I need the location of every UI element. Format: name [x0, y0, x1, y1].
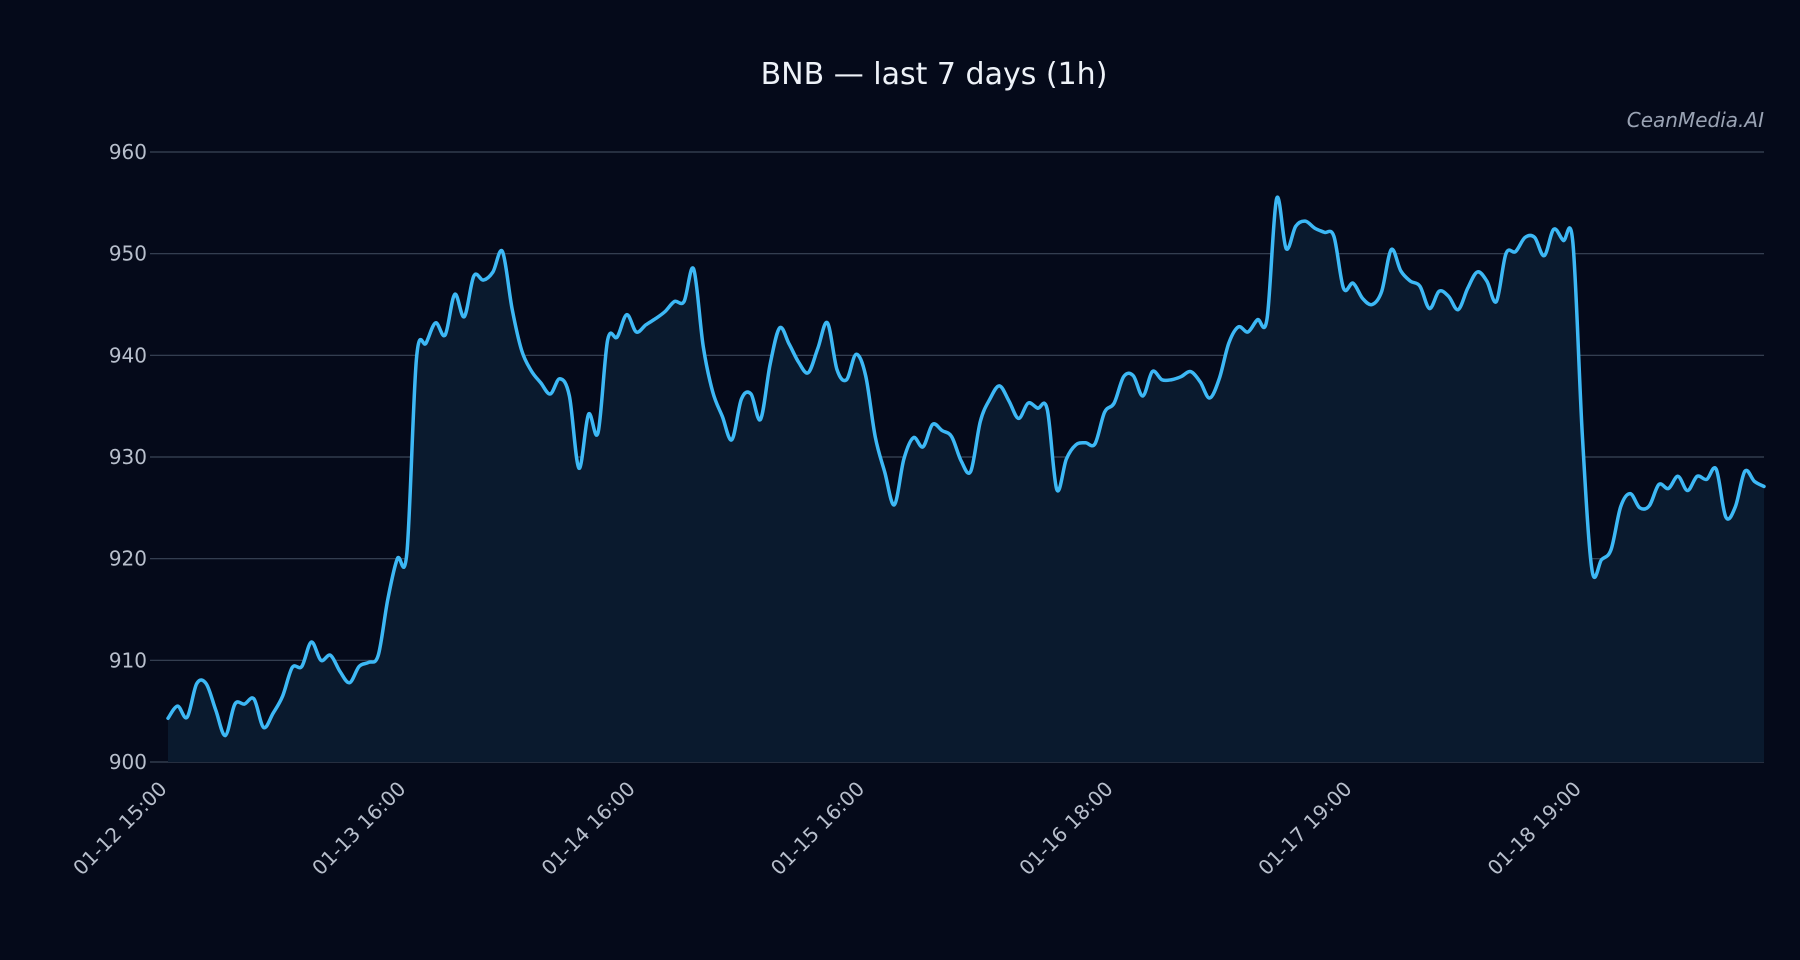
y-tick-label: 900	[109, 750, 147, 774]
y-tick-label: 920	[109, 547, 147, 571]
y-tick-label: 940	[109, 343, 147, 367]
y-axis: 900 910 920 930 940 950 960	[109, 140, 147, 774]
chart-title: BNB — last 7 days (1h)	[761, 57, 1108, 92]
x-tick-label: 01-17 19:00	[1253, 777, 1356, 880]
x-axis: 01-12 15:00 01-13 16:00 01-14 16:00 01-15 1…	[68, 777, 1586, 880]
y-tick-label: 910	[109, 648, 147, 672]
price-area-fill	[168, 197, 1764, 762]
x-tick-label: 01-16 18:00	[1014, 777, 1117, 880]
x-tick-label: 01-14 16:00	[537, 777, 640, 880]
x-tick-label: 01-18 19:00	[1483, 777, 1586, 880]
y-tick-label: 950	[109, 242, 147, 266]
x-tick-label: 01-13 16:00	[307, 777, 410, 880]
area-layer	[166, 195, 1766, 762]
x-tick-label: 01-15 16:00	[766, 777, 869, 880]
y-tick-label: 960	[109, 140, 147, 164]
watermark: CeanMedia.AI	[1627, 108, 1764, 132]
y-tick-label: 930	[109, 445, 147, 469]
price-line	[166, 195, 1766, 738]
x-tick-label: 01-12 15:00	[68, 777, 171, 880]
